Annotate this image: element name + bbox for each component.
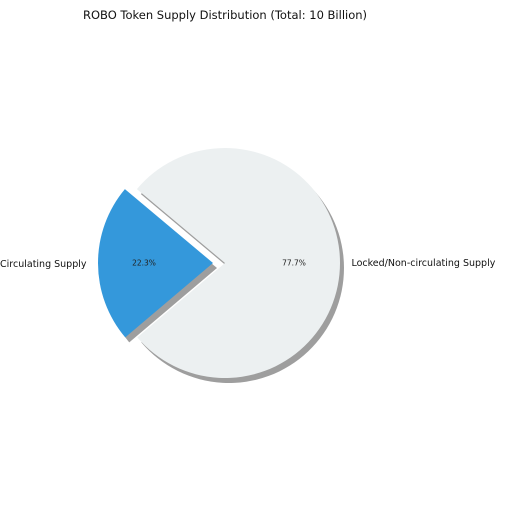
percent-label-locked-non-circulating-supply: 77.7% bbox=[282, 258, 306, 267]
category-label-circulating-supply: Circulating Supply bbox=[0, 259, 87, 270]
chart-title: ROBO Token Supply Distribution (Total: 1… bbox=[83, 8, 367, 22]
slice-layer bbox=[98, 147, 341, 379]
label-layer: Circulating Supply 22.3% Locked/Non-circul… bbox=[0, 258, 496, 270]
percent-label-circulating-supply: 22.3% bbox=[132, 259, 156, 268]
pie-slice-circulating-supply bbox=[98, 189, 214, 338]
category-label-locked-non-circulating-supply: Locked/Non-circulating Supply bbox=[351, 258, 495, 269]
pie-slice-locked-non-circulating-supply bbox=[136, 147, 341, 379]
